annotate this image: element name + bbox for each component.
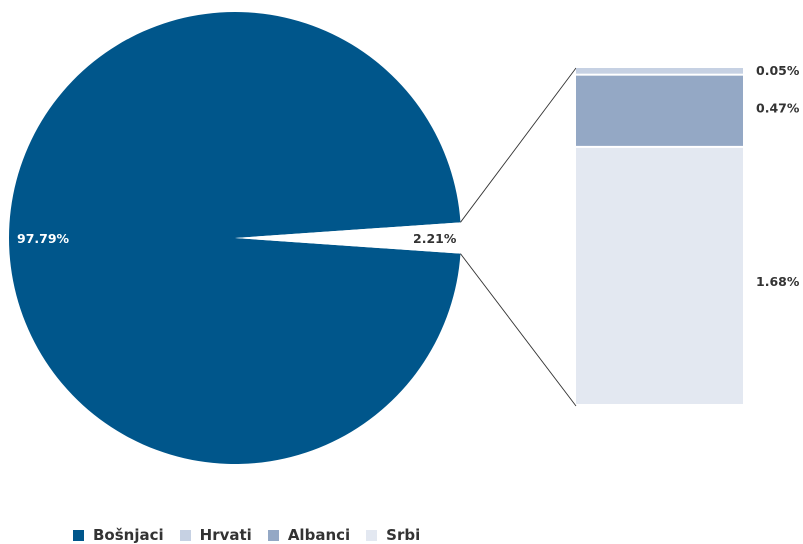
bar-segment-hrvati (576, 68, 743, 74)
connector-line-top (460, 67, 577, 223)
legend-item-albanci: Albanci (267, 526, 351, 544)
legend-item-srbi: Srbi (366, 526, 420, 544)
legend-label-albanci: Albanci (287, 526, 351, 544)
pie-label-bosnjaci: 97.79% (17, 231, 70, 246)
legend-swatch-albanci (267, 529, 279, 541)
legend-swatch-bosnjaci (73, 529, 84, 541)
bar-label-srbi: 1.68% (756, 274, 800, 289)
bar-label-albanci: 0.47% (756, 101, 800, 116)
pie-label-other: 2.21% (413, 231, 457, 246)
legend-swatch-hrvati (179, 529, 191, 541)
legend-label-hrvati: Hrvati (199, 526, 252, 544)
legend-swatch-srbi (366, 529, 378, 541)
bar-segment-srbi (576, 147, 743, 404)
pie-slice-other (235, 222, 462, 254)
chart-legend: Bošnjaci Hrvati Albanci Srbi (73, 526, 436, 544)
legend-label-bosnjaci: Bošnjaci (93, 526, 164, 544)
connector-line-bottom (460, 253, 577, 407)
legend-label-srbi: Srbi (386, 526, 421, 544)
bar-segment-albanci (576, 75, 743, 146)
bar-label-hrvati: 0.05% (756, 63, 800, 78)
legend-item-hrvati: Hrvati (179, 526, 252, 544)
pie-slice-bosnjaci (9, 11, 461, 464)
legend-item-bosnjaci: Bošnjaci (73, 526, 164, 544)
